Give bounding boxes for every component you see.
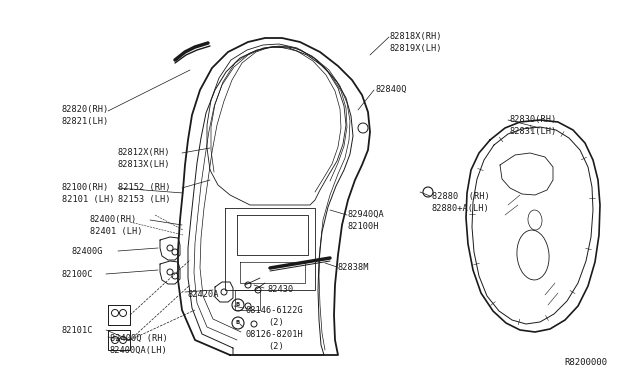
Text: 82400Q (RH): 82400Q (RH) [110,334,168,343]
Text: 82840Q: 82840Q [375,85,406,94]
Text: (2): (2) [268,318,284,327]
Text: 82818X(RH): 82818X(RH) [390,32,442,41]
Text: 08146-6122G: 08146-6122G [246,306,304,315]
Text: 82838M: 82838M [338,263,369,272]
Circle shape [232,317,244,329]
Text: 82152 (RH): 82152 (RH) [118,183,170,192]
Circle shape [172,273,178,279]
Circle shape [358,123,368,133]
Text: 08126-8201H: 08126-8201H [246,330,304,339]
Text: 82100C: 82100C [62,270,93,279]
Text: 82940QA: 82940QA [348,210,385,219]
Text: 82819X(LH): 82819X(LH) [390,44,442,53]
Text: B: B [236,302,240,308]
Circle shape [120,337,127,343]
Circle shape [167,245,173,251]
Text: 82430: 82430 [268,285,294,294]
Text: 82831(LH): 82831(LH) [510,127,557,136]
Circle shape [423,187,433,197]
Circle shape [111,310,118,317]
Text: 82813X(LH): 82813X(LH) [118,160,170,169]
Text: 82830(RH): 82830(RH) [510,115,557,124]
Text: 82101C: 82101C [62,326,93,335]
Text: 82400(RH): 82400(RH) [90,215,137,224]
Text: R8200000: R8200000 [564,358,607,367]
Text: 82880+A(LH): 82880+A(LH) [432,204,490,213]
Circle shape [221,289,227,295]
Text: 82812X(RH): 82812X(RH) [118,148,170,157]
Circle shape [245,303,251,309]
Text: 82101 (LH): 82101 (LH) [62,195,115,204]
Text: 82100H: 82100H [348,222,380,231]
Text: 82401 (LH): 82401 (LH) [90,227,143,236]
Text: 82821(LH): 82821(LH) [62,117,109,126]
Text: 82880  (RH): 82880 (RH) [432,192,490,201]
Text: 82420A: 82420A [188,290,220,299]
Circle shape [167,269,173,275]
Text: 82820(RH): 82820(RH) [62,105,109,114]
Text: 82100(RH): 82100(RH) [62,183,109,192]
Circle shape [251,321,257,327]
Circle shape [245,282,251,288]
Text: 82400G: 82400G [72,247,104,256]
Text: (2): (2) [268,342,284,351]
Circle shape [255,287,261,293]
Text: 82400QA(LH): 82400QA(LH) [110,346,168,355]
Circle shape [120,310,127,317]
Text: B: B [236,321,240,326]
Circle shape [172,249,178,255]
Circle shape [232,299,244,311]
Circle shape [111,337,118,343]
Text: 82153 (LH): 82153 (LH) [118,195,170,204]
